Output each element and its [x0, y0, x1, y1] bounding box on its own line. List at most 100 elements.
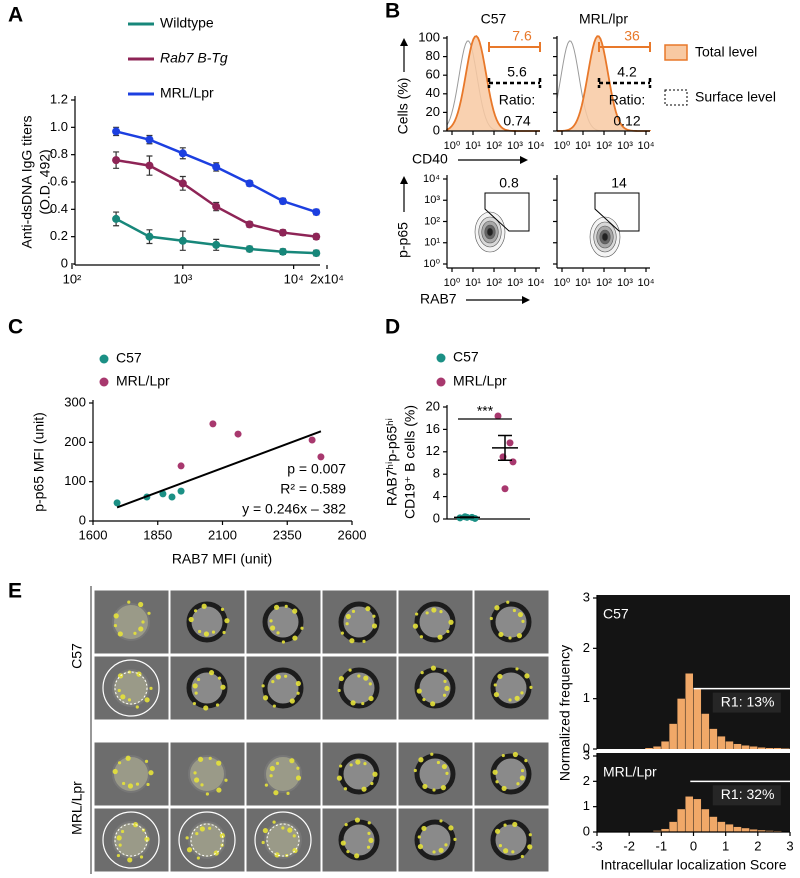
- x-tick-label: 2600: [338, 527, 367, 542]
- fluorescence-spot: [413, 768, 417, 773]
- histogram-bar: [725, 824, 734, 832]
- fluorescence-spot: [261, 684, 265, 688]
- fluorescence-spot: [439, 609, 443, 614]
- y-tick-label: 2: [583, 773, 590, 788]
- fluorescence-spot: [295, 680, 301, 687]
- data-point: [212, 202, 221, 211]
- fluorescence-spot: [506, 600, 510, 604]
- histogram-bar: [669, 821, 677, 832]
- fluorescence-spot: [118, 843, 122, 847]
- y-tick-label: 0: [433, 122, 440, 137]
- fluorescence-spot: [345, 613, 351, 620]
- fluorescence-spot: [416, 688, 422, 694]
- x-tick-label: 10⁰: [444, 140, 461, 152]
- fluorescence-spot: [355, 759, 361, 765]
- fluorescence-spot: [448, 619, 454, 625]
- legend-label: C57: [116, 350, 142, 366]
- fluorescence-spot: [417, 843, 424, 850]
- fluorescence-spot: [357, 674, 361, 678]
- annotation: p = 0.007: [287, 461, 346, 477]
- fluorescence-spot: [200, 783, 204, 787]
- panel-label: D: [385, 316, 400, 339]
- annotation-box: [712, 692, 781, 713]
- x-tick-label: 10²: [596, 140, 612, 152]
- fluorescence-spot: [524, 759, 528, 763]
- cell: [414, 819, 456, 861]
- x-tick-label: 10⁴: [528, 140, 545, 152]
- fluorescence-spot: [339, 764, 343, 768]
- cell-outline: [254, 811, 312, 869]
- fluorescence-spot: [208, 826, 212, 830]
- significance: ***: [477, 403, 494, 419]
- fluorescence-spot: [489, 616, 493, 621]
- fluorescence-spot: [127, 600, 131, 604]
- fluorescence-spot: [273, 790, 279, 796]
- fluorescence-spot: [508, 636, 512, 640]
- fluorescence-spot: [524, 673, 530, 679]
- cell-image: [473, 655, 550, 721]
- fluorescence-spot: [340, 631, 344, 635]
- fluorescence-spot: [515, 667, 519, 671]
- x-tick-label: 10²: [486, 140, 502, 152]
- fluorescence-spot: [442, 693, 447, 697]
- fluorescence-spot: [521, 619, 525, 624]
- fluorescence-spot: [276, 631, 280, 635]
- fluorescence-spot: [269, 619, 273, 623]
- fluorescence-spot: [292, 834, 296, 838]
- fluorescence-spot: [193, 771, 197, 775]
- fluorescence-spot: [415, 612, 419, 616]
- cell: [490, 819, 532, 861]
- fluorescence-spot: [361, 786, 367, 792]
- error-bar: [460, 516, 474, 519]
- fluorescence-spot: [366, 845, 371, 849]
- fluorescence-spot: [185, 836, 189, 840]
- histogram-bar: [701, 713, 710, 749]
- cell: [188, 755, 226, 793]
- fluorescence-spot: [144, 836, 150, 842]
- x-axis-label: RAB7: [420, 291, 457, 307]
- fluorescence-spot: [222, 630, 226, 635]
- histogram-bar: [709, 728, 718, 749]
- fluorescence-spot: [419, 635, 424, 639]
- fluorescence-spot: [192, 701, 197, 706]
- y-tick-label: 10⁰: [423, 258, 440, 270]
- fluorescence-spot: [148, 770, 154, 776]
- fluorescence-spot: [361, 701, 365, 706]
- fluorescence-spot: [498, 631, 504, 638]
- fluorescence-spot: [113, 623, 118, 628]
- fluorescence-spot: [431, 607, 437, 613]
- arrow-head: [400, 38, 408, 46]
- x-tick-label: 2x10⁴: [310, 271, 344, 286]
- y-tick-label: 10²: [424, 215, 440, 227]
- fluorescence-spot: [275, 674, 281, 680]
- histogram-bar: [757, 747, 766, 749]
- y-axis-label: p-p65: [395, 222, 411, 258]
- data-point: [501, 485, 509, 493]
- cell: [490, 753, 532, 795]
- y-tick-label: 1.2: [50, 91, 68, 106]
- data-point: [278, 228, 287, 237]
- legend-surface-swatch: [664, 89, 688, 106]
- fluorescence-spot: [127, 698, 132, 702]
- fluorescence-spot: [512, 751, 518, 758]
- fluorescence-spot: [354, 817, 361, 823]
- row-label: MRL/Lpr: [69, 781, 85, 835]
- fluorescence-spot: [368, 695, 374, 702]
- y-tick-label: 0: [79, 512, 86, 527]
- y-axis-label: RAB7ʰⁱp-p65ʰⁱ: [384, 418, 400, 506]
- data-point: [278, 247, 287, 256]
- fluorescence-spot: [516, 633, 523, 639]
- fluorescence-spot: [437, 634, 443, 640]
- nucleus-outline: [114, 823, 148, 857]
- panel-name: C57: [603, 606, 629, 622]
- gate-region: [594, 192, 640, 232]
- data-point: [278, 197, 287, 206]
- x-tick-label: 10⁴: [284, 271, 304, 286]
- data-point: [112, 127, 121, 136]
- y-tick-label: 20: [426, 104, 440, 119]
- fluorescence-spot: [417, 835, 421, 839]
- y-tick-label: 2: [583, 640, 590, 655]
- total-value: 7.6: [512, 28, 532, 44]
- histogram-bar: [709, 816, 718, 832]
